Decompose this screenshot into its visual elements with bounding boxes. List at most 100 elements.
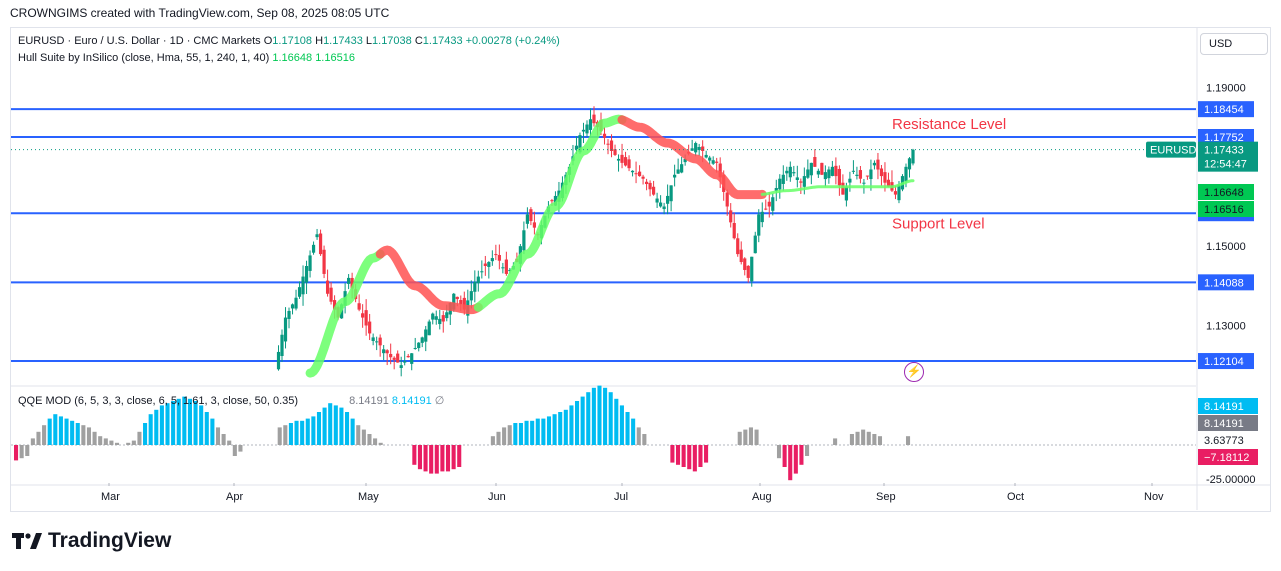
qqe-tag (1198, 398, 1258, 414)
qqe-bar (238, 445, 243, 452)
candle-body (641, 176, 645, 179)
candle-body (771, 197, 775, 211)
qqe-bar (541, 418, 546, 445)
candle-body (739, 249, 743, 263)
candle-body (694, 143, 698, 153)
qqe-bar (305, 418, 310, 445)
brand-name: TradingView (48, 529, 172, 552)
qqe-bar (53, 414, 58, 445)
level-tag-label: 1.17752 (1204, 132, 1244, 144)
chart-frame[interactable] (10, 27, 1271, 512)
candle-body (501, 267, 505, 269)
resistance-label: Resistance Level (892, 116, 1006, 133)
candle-body (630, 170, 635, 173)
qqe-bar (558, 412, 563, 445)
candle-body (413, 347, 417, 349)
qqe-bar (204, 412, 209, 445)
close-label: C (414, 35, 423, 47)
candle-body (809, 162, 813, 176)
candle-body (841, 182, 845, 195)
candle-body (427, 321, 431, 336)
candle-body (634, 173, 638, 175)
qqe-bar (412, 445, 417, 465)
candle-body (382, 349, 386, 354)
qqe-tag-label: −7.18112 (1204, 452, 1249, 464)
countdown-label: 12:54:47 (1204, 159, 1247, 171)
qqe-bar (849, 434, 854, 445)
candle-body (781, 174, 785, 184)
candle-body (315, 234, 319, 238)
qqe-bar (92, 431, 97, 445)
candle-body (403, 361, 407, 363)
qqe-bar (563, 409, 568, 445)
tradingview-logo[interactable]: TradingView (12, 529, 171, 553)
qqe-bar (833, 438, 838, 445)
candle-body (823, 172, 827, 180)
candle-body (459, 300, 463, 305)
qqe-bar (187, 398, 192, 445)
qqe-bar (47, 418, 52, 445)
qqe-bar (294, 420, 299, 445)
candle-body (732, 222, 736, 239)
candle-body (897, 185, 901, 201)
currency-button[interactable]: USD (1200, 33, 1268, 55)
candle-body (424, 329, 428, 342)
qqe-bar (373, 438, 378, 445)
candle-body (318, 233, 323, 255)
qqe-bar (70, 420, 75, 445)
qqe-bar (524, 420, 529, 445)
close-value: 1.17433 (422, 35, 463, 47)
price-tick-label: 1.13000 (1206, 321, 1246, 333)
candle-body (711, 160, 715, 164)
last-price-tag (1198, 141, 1258, 172)
qqe-legend[interactable]: QQE MOD (6, 5, 3, 3, close, 6, 5, 1.61, … (18, 394, 444, 407)
hull-band (760, 179, 915, 196)
candle-body (616, 158, 621, 161)
hull-legend[interactable]: Hull Suite by InSilico (close, Hma, 55, … (18, 52, 355, 64)
candle-body (613, 149, 617, 155)
qqe-bar (799, 445, 804, 465)
candle-body (669, 185, 673, 202)
candle-body (304, 266, 309, 283)
qqe-bar (42, 425, 47, 445)
qqe-bar (277, 427, 282, 445)
candle-body (893, 191, 898, 195)
qqe-tag (1198, 449, 1258, 465)
qqe-bar (776, 445, 782, 459)
qqe-bar (165, 403, 170, 445)
qqe-bar (670, 445, 675, 463)
price-tick-label: 1.19000 (1206, 83, 1246, 95)
qqe-tick-label: -25.00000 (1206, 474, 1256, 486)
qqe-bar (793, 445, 798, 474)
candle-body (760, 211, 764, 223)
qqe-bar (86, 427, 92, 445)
qqe-bar (619, 405, 624, 445)
qqe-bar (535, 418, 540, 445)
hull-band (375, 245, 483, 315)
open-value: 1.17108 (272, 35, 313, 47)
lightning-icon[interactable]: ⚡ (904, 362, 924, 382)
candle-body (311, 244, 316, 253)
qqe-bar (316, 412, 322, 445)
qqe-bar (569, 405, 574, 445)
qqe-bar (496, 431, 501, 445)
level-tag-label: 1.12104 (1204, 356, 1244, 368)
candle-body (297, 287, 302, 297)
qqe-bar (451, 445, 456, 470)
candle-body (410, 353, 414, 364)
qqe-bar (692, 445, 697, 472)
candle-body (525, 214, 529, 224)
candle-body (406, 355, 410, 358)
qqe-bar (19, 445, 24, 459)
qqe-tag (1198, 415, 1258, 431)
candle-body (294, 297, 298, 309)
candle-body (904, 166, 908, 182)
candle-body (592, 114, 596, 124)
symbol-legend[interactable]: EURUSD · Euro / U.S. Dollar · 1D · CMC M… (18, 35, 560, 47)
candle-body (750, 256, 754, 282)
qqe-bar (339, 407, 344, 445)
qqe-bar (591, 387, 596, 445)
qqe-bar (530, 420, 535, 445)
candle-body (788, 166, 792, 178)
